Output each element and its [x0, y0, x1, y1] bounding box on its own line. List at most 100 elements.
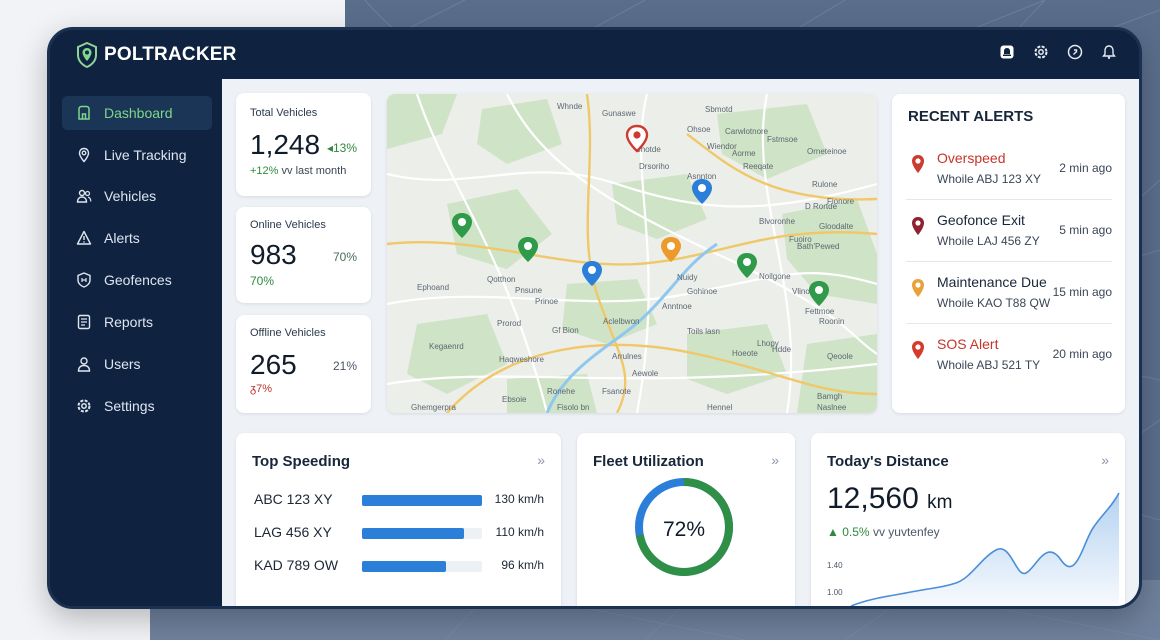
y-axis-tick: 1.40: [827, 561, 843, 570]
sidebar-item-label: Reports: [104, 314, 154, 330]
stat-change: ◂13%: [327, 141, 357, 155]
sidebar-item-dashboard[interactable]: Dashboard: [62, 96, 212, 130]
map-place-label: Gunaswe: [602, 109, 636, 118]
speeding-row[interactable]: KAD 789 OW 96 km/h: [254, 555, 544, 575]
map-place-label: Asnnton: [687, 172, 716, 181]
map-place-label: Prorod: [497, 319, 521, 328]
map-place-label: Aclelbwon: [603, 317, 639, 326]
alert-icon[interactable]: [999, 44, 1015, 60]
chevron-right-icon[interactable]: »: [1101, 452, 1109, 468]
todays-distance-panel: Today's Distance » 12,560 km ▲ 0.5% vv y…: [811, 433, 1125, 606]
alert-item[interactable]: Maintenance Due Whoile KAO T88 QW 15 min…: [906, 266, 1112, 324]
stat-value: 265: [250, 349, 297, 380]
marker-green-2[interactable]: [518, 237, 538, 262]
alert-pin-icon: [912, 341, 924, 359]
app-logo[interactable]: POLTRACKER: [76, 42, 237, 68]
sidebar-item-settings[interactable]: Settings: [62, 389, 212, 423]
map-place-label: Prinoe: [535, 297, 559, 306]
map-place-label: Ebsoie: [502, 395, 527, 404]
stat-card-offline-vehicles[interactable]: Offline Vehicles 265 21% ᵹ7%: [236, 315, 371, 413]
map-place-label: Fettmoe: [805, 307, 835, 316]
stat-sub-suffix: vv last month: [281, 165, 347, 177]
sidebar-item-vehicles[interactable]: Vehicles: [62, 179, 212, 213]
marker-green-1[interactable]: [452, 213, 472, 238]
map-place-label: Chotde: [635, 145, 661, 154]
marker-orange[interactable]: [661, 237, 681, 262]
donut-used-arc: [635, 478, 733, 576]
map-canvas[interactable]: Whnde Gunaswe Chotde Drsoriho Ohsoe Sbmotd Car…: [387, 94, 877, 413]
alert-time: 5 min ago: [1059, 223, 1112, 237]
map-place-label: Gf Bion: [552, 326, 579, 335]
speeding-row[interactable]: LAG 456 XY 110 km/h: [254, 522, 544, 542]
map-place-label: D Rortde: [805, 202, 838, 211]
vehicle-speed: 130 km/h: [494, 492, 544, 506]
stat-subtext: ᵹ7%: [250, 383, 272, 395]
gear-icon[interactable]: [1033, 44, 1049, 60]
sidebar-item-live-tracking[interactable]: Live Tracking: [62, 138, 212, 172]
alert-name: Overspeed: [937, 150, 1006, 166]
stat-card-online-vehicles[interactable]: Online Vehicles 983 70% 70%: [236, 207, 371, 303]
map-place-label: Naslnee: [817, 403, 847, 412]
marker-alert-red[interactable]: [625, 124, 649, 153]
map-place-label: Ronehe: [547, 387, 576, 396]
marker-green-3[interactable]: [737, 253, 757, 278]
alert-item[interactable]: Geofonce Exit Whoile LAJ 456 ZY 5 min ag…: [906, 204, 1112, 262]
speeding-row[interactable]: ABC 123 XY 130 km/h: [254, 489, 544, 509]
chevron-right-icon[interactable]: »: [537, 452, 545, 468]
sidebar-item-label: Alerts: [104, 230, 140, 246]
speed-bar-fill: [362, 495, 482, 506]
sidebar-item-users[interactable]: Users: [62, 347, 212, 381]
map-place-label: Haqweshore: [499, 355, 544, 364]
alert-name: Geofonce Exit: [937, 212, 1025, 228]
stat-title: Offline Vehicles: [250, 327, 326, 339]
map-place-label: Qotthon: [487, 275, 515, 284]
chevron-right-icon[interactable]: »: [771, 452, 779, 468]
alert-item[interactable]: SOS Alert Whoile ABJ 521 TY 20 min ago: [906, 328, 1112, 386]
users-icon: [76, 189, 92, 203]
stat-subtext: 70%: [250, 274, 275, 288]
utilization-value: 72%: [662, 518, 706, 541]
gear-icon: [77, 399, 91, 413]
alert-time: 15 min ago: [1052, 285, 1112, 299]
map-place-label: Kegaenrd: [429, 342, 464, 351]
distance-line: [850, 492, 1120, 606]
location-pin-icon: [78, 147, 90, 163]
stat-card-total-vehicles[interactable]: Total Vehicles 1,248 ◂13% +12% vv last m…: [236, 93, 371, 196]
map-place-label: Fionore: [827, 197, 855, 206]
map-place-label: Toils lasn: [687, 327, 720, 336]
help-icon[interactable]: [1067, 44, 1083, 60]
top-bar-icons: [999, 44, 1117, 60]
map-place-label: Ohsoe: [687, 125, 711, 134]
map-place-label: Nuidy: [677, 273, 697, 282]
map-place-label: Anntnoe: [662, 302, 692, 311]
map-place-label: Roonin: [819, 317, 844, 326]
map-place-label: Bath'Pewed: [797, 242, 839, 251]
main-content: Total Vehicles 1,248 ◂13% +12% vv last m…: [222, 79, 1139, 606]
live-map[interactable]: Whnde Gunaswe Chotde Drsoriho Ohsoe Sbmotd Car…: [387, 94, 877, 413]
distance-area-fill: [851, 493, 1119, 606]
sidebar-item-geofences[interactable]: Geofences: [62, 263, 212, 297]
fleet-utilization-title: Fleet Utilization: [593, 453, 704, 470]
sidebar-item-alerts[interactable]: Alerts: [62, 221, 212, 255]
sidebar-item-reports[interactable]: Reports: [62, 305, 212, 339]
stat-value: 1,248: [250, 129, 321, 160]
speed-bar-fill: [362, 561, 446, 572]
marker-blue-1[interactable]: [692, 179, 712, 204]
marker-green-4[interactable]: [809, 281, 829, 306]
alert-item[interactable]: Overspeed Whoile ABJ 123 XY 2 min ago: [906, 142, 1112, 200]
map-place-label: Aewole: [632, 369, 659, 378]
speed-bar-track: [362, 495, 482, 506]
document-icon: [77, 314, 91, 330]
alert-vehicle: Whoile ABJ 123 XY: [937, 172, 1042, 186]
sidebar-item-label: Vehicles: [104, 188, 157, 204]
bell-icon[interactable]: [1101, 44, 1117, 60]
map-place-label: Lhopy: [757, 339, 779, 348]
map-place-label: Qeoole: [827, 352, 853, 361]
top-speeding-panel: Top Speeding » ABC 123 XY 130 km/h LAG 4…: [236, 433, 561, 606]
map-place-label: Noilgone: [759, 272, 791, 281]
map-place-label: Sbmotd: [705, 105, 733, 114]
distance-number: 12,560: [827, 482, 919, 515]
shield-logo-icon: [77, 42, 97, 68]
marker-blue-2[interactable]: [582, 261, 602, 286]
alert-vehicle: Whoile KAO T88 QW: [937, 296, 1051, 310]
